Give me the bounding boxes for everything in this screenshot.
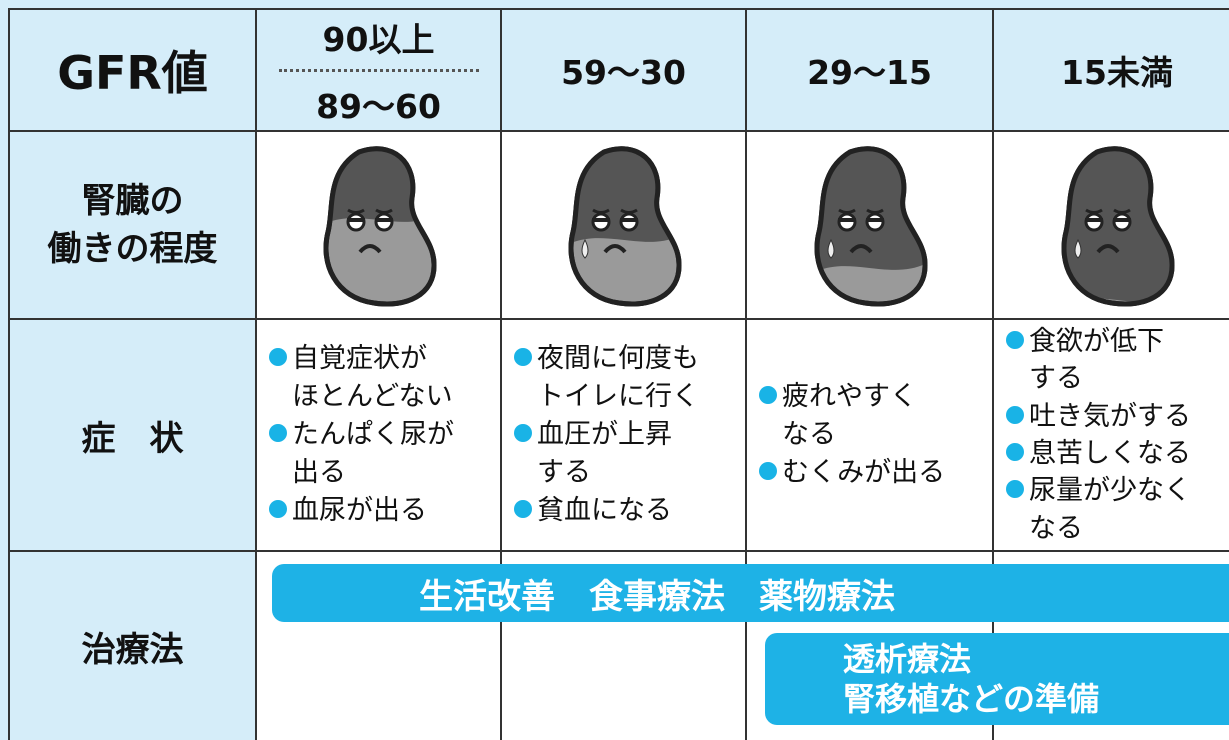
treatment-bar: 透析療法 腎移植などの準備 <box>765 633 1229 725</box>
symptom-list: 夜間に何度も トイレに行く 血圧が上昇する貧血になる <box>514 340 699 530</box>
text: 症 状 <box>81 418 184 459</box>
text: 疲れやすく <box>782 381 917 412</box>
kidney-cell <box>745 130 992 318</box>
text: 生活改善 食事療法 薬物療法 <box>419 576 895 617</box>
bullet <box>759 462 777 480</box>
bullet <box>1006 331 1024 350</box>
header-cell: 59〜30 <box>500 8 745 130</box>
text: 29〜15 <box>807 53 932 92</box>
treatment-bar: 生活改善 食事療法 薬物療法 <box>272 564 1229 622</box>
text: なる <box>782 419 836 450</box>
text: 腎臓の <box>81 181 184 221</box>
text: する <box>1029 363 1083 395</box>
symptom-item: 自覚症状がほとんどない <box>269 340 454 416</box>
symptom-item: 息苦しくなる <box>1006 435 1191 472</box>
kidney-icon <box>323 146 437 307</box>
symptom-item: むくみが出る <box>759 454 945 492</box>
symptom-cell: 食欲が低下する吐き気がする 息苦しくなる 尿量が少なく なる <box>992 318 1229 550</box>
text: 59〜30 <box>561 53 686 92</box>
text: 90以上 <box>322 19 435 59</box>
symptom-item: 疲れやすく なる <box>759 378 945 454</box>
text: トイレに行く <box>537 381 699 412</box>
text: むくみが出る <box>782 457 946 488</box>
bullet <box>269 348 287 366</box>
symptom-text: 息苦しくなる <box>1029 435 1191 472</box>
bullet <box>269 424 287 442</box>
kidney-icon <box>568 146 682 307</box>
symptom-cell: 夜間に何度も トイレに行く 血圧が上昇する貧血になる <box>500 318 745 550</box>
header-cell: 29〜15 <box>745 8 992 130</box>
symptom-text: 血尿が出る <box>292 492 427 530</box>
text: 腎移植などの準備 <box>843 680 1100 718</box>
symptom-text: 吐き気がする <box>1029 398 1191 435</box>
symptom-text: 夜間に何度も トイレに行く <box>537 340 699 416</box>
symptom-text: 食欲が低下 する <box>1029 323 1164 398</box>
kidney-icon <box>1061 146 1175 307</box>
dotted-divider <box>278 68 479 72</box>
symptom-text: たんぱく尿が 出る <box>292 416 454 492</box>
kidney-cell <box>255 130 500 318</box>
text: 治療法 <box>81 629 184 670</box>
text: 尿量が少なく <box>1029 475 1191 507</box>
text: たんぱく尿が <box>292 419 454 450</box>
symptom-item: 血尿が出る <box>269 492 454 530</box>
text: ほとんどない <box>292 381 453 412</box>
symptom-text: 血圧が上昇 する <box>537 416 672 492</box>
symptom-item: 夜間に何度も トイレに行く <box>514 340 699 416</box>
bullet <box>759 386 777 404</box>
header-label: GFR値 <box>8 8 255 130</box>
symptom-cell: 自覚症状が ほとんどない たんぱく尿が 出る 血尿が出る <box>255 318 500 550</box>
text: 血尿が出る <box>292 495 427 526</box>
symptom-list: 食欲が低下する吐き気がする 息苦しくなる 尿量が少なく なる <box>1006 323 1191 547</box>
text: なる <box>1029 512 1083 544</box>
header-cell: 90以上 89〜60 <box>255 8 500 130</box>
text: 出る <box>292 457 346 488</box>
symptom-item: 貧血になる <box>514 492 699 530</box>
bullet <box>1006 480 1024 499</box>
text: 自覚症状が <box>292 343 427 374</box>
symptom-text: 尿量が少なく なる <box>1029 472 1191 547</box>
symptom-label: 症 状 <box>8 318 255 550</box>
kidney-label: 腎臓の 働きの程度 <box>8 130 255 318</box>
text: 働きの程度 <box>47 229 218 269</box>
symptom-text: 貧血になる <box>537 492 672 530</box>
symptom-cell: 疲れやすくなるむくみが出る <box>745 318 992 550</box>
text: GFR値 <box>57 46 208 100</box>
symptom-list: 疲れやすくなるむくみが出る <box>759 378 945 492</box>
bullet <box>1006 443 1024 461</box>
bullet <box>514 424 532 442</box>
symptom-text: むくみが出る <box>782 454 945 492</box>
symptom-item: 血圧が上昇 する <box>514 416 699 492</box>
symptom-list: 自覚症状が ほとんどない たんぱく尿が 出る 血尿が出る <box>269 340 454 530</box>
bullet <box>514 500 532 518</box>
text: 夜間に何度も <box>537 343 699 374</box>
kidney-cell <box>992 130 1229 318</box>
kidney-icon <box>814 146 928 307</box>
symptom-text: 疲れやすく なる <box>782 378 917 454</box>
text: する <box>537 457 591 488</box>
kidney-cell <box>500 130 745 318</box>
symptom-text: 自覚症状がほとんどない <box>292 340 453 416</box>
bullet <box>514 348 532 366</box>
text: 89〜60 <box>316 86 441 126</box>
symptom-item: 尿量が少なく なる <box>1006 472 1191 547</box>
text: 食欲が低下 <box>1029 326 1164 358</box>
header-cell: 15未満 <box>992 8 1229 130</box>
symptom-item: たんぱく尿が 出る <box>269 416 454 492</box>
symptom-item: 吐き気がする <box>1006 398 1191 435</box>
text: 貧血になる <box>537 495 672 526</box>
bullet <box>1006 405 1024 424</box>
symptom-item: 食欲が低下 する <box>1006 323 1191 398</box>
treatment-label: 治療法 <box>8 550 255 740</box>
text: 吐き気がする <box>1029 400 1191 432</box>
bullet <box>269 500 287 518</box>
text: 血圧が上昇 <box>537 419 672 450</box>
text: 息苦しくなる <box>1029 438 1191 469</box>
text: 15未満 <box>1061 53 1173 92</box>
text: 透析療法 <box>843 640 972 678</box>
